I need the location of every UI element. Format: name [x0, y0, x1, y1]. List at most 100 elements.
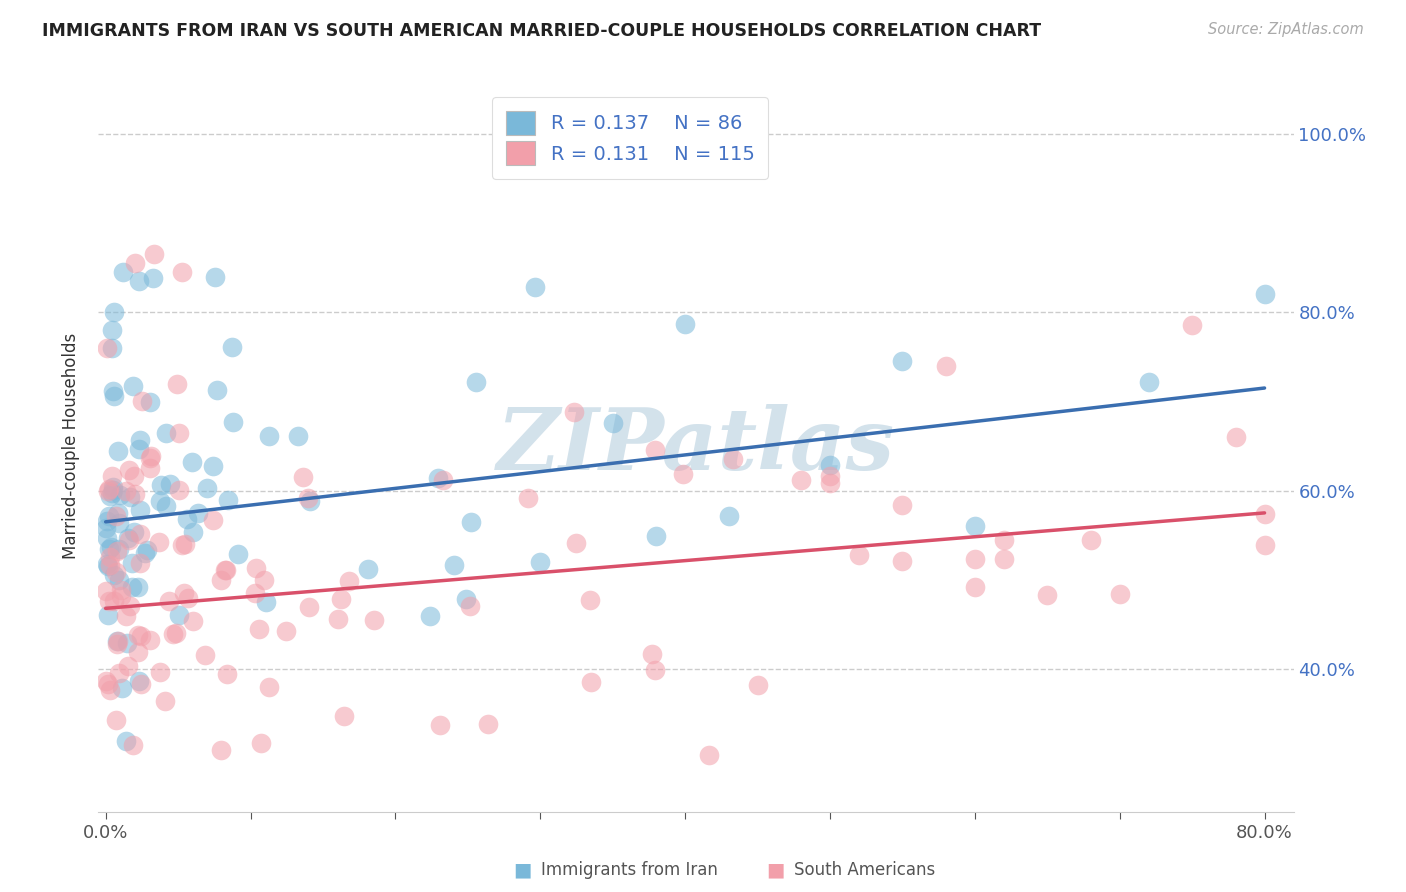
Point: [993, 533, 1015, 547]
Point: [103, 568, 125, 582]
Point: [721, 452, 744, 467]
Point: [717, 509, 740, 524]
Point: [419, 608, 441, 623]
Point: [747, 678, 769, 692]
Point: [195, 481, 218, 495]
Point: [172, 537, 194, 551]
Point: [111, 265, 134, 279]
Point: [292, 470, 315, 484]
Point: [101, 483, 124, 498]
Point: [131, 394, 153, 409]
Point: [194, 648, 217, 662]
Point: [963, 518, 986, 533]
Point: [96, 677, 118, 691]
Point: [221, 415, 243, 429]
Point: [107, 506, 129, 520]
Point: [176, 512, 198, 526]
Point: [337, 574, 360, 588]
Text: ■: ■: [766, 860, 785, 880]
Point: [602, 416, 624, 430]
Point: [97, 559, 120, 574]
Point: [564, 535, 586, 549]
Point: [138, 450, 160, 465]
Point: [247, 622, 270, 636]
Point: [110, 590, 132, 604]
Point: [253, 573, 276, 587]
Point: [155, 694, 177, 708]
Point: [96, 531, 118, 545]
Point: [120, 599, 142, 614]
Point: [254, 595, 277, 609]
Point: [204, 269, 226, 284]
Point: [143, 247, 166, 261]
Point: [128, 442, 150, 457]
Point: [1137, 375, 1160, 389]
Point: [645, 529, 668, 543]
Point: [129, 676, 152, 690]
Point: [149, 493, 172, 508]
Point: [429, 718, 451, 732]
Point: [115, 608, 138, 623]
Point: [297, 491, 319, 505]
Point: [97, 483, 120, 498]
Point: [274, 624, 297, 638]
Point: [173, 586, 195, 600]
Legend: R = 0.137    N = 86, R = 0.131    N = 115: R = 0.137 N = 86, R = 0.131 N = 115: [492, 97, 768, 178]
Point: [129, 503, 152, 517]
Point: [108, 573, 131, 587]
Point: [150, 478, 173, 492]
Point: [110, 582, 132, 597]
Point: [891, 354, 914, 368]
Point: [127, 645, 149, 659]
Point: [697, 747, 720, 762]
Point: [128, 434, 150, 448]
Point: [454, 592, 477, 607]
Point: [134, 546, 156, 560]
Point: [249, 737, 271, 751]
Point: [963, 552, 986, 566]
Point: [105, 713, 128, 727]
Point: [142, 271, 165, 285]
Point: [127, 580, 149, 594]
Point: [330, 592, 353, 607]
Point: [139, 394, 162, 409]
Point: [181, 614, 204, 628]
Point: [159, 594, 181, 608]
Point: [103, 389, 125, 403]
Point: [524, 279, 547, 293]
Point: [128, 274, 150, 288]
Point: [98, 558, 121, 572]
Point: [177, 591, 200, 605]
Point: [108, 488, 131, 502]
Point: [443, 558, 465, 573]
Point: [165, 625, 187, 640]
Point: [1036, 588, 1059, 602]
Point: [187, 507, 209, 521]
Point: [118, 533, 141, 547]
Point: [215, 563, 238, 577]
Point: [121, 379, 143, 393]
Point: [162, 626, 184, 640]
Point: [891, 554, 914, 568]
Point: [963, 580, 986, 594]
Point: [848, 548, 870, 562]
Point: [427, 470, 450, 484]
Point: [297, 600, 319, 615]
Point: [115, 636, 138, 650]
Point: [209, 573, 232, 587]
Point: [101, 468, 124, 483]
Point: [129, 629, 152, 643]
Point: [124, 525, 146, 540]
Point: [96, 341, 118, 355]
Point: [529, 555, 551, 569]
Point: [818, 469, 841, 483]
Text: IMMIGRANTS FROM IRAN VS SOUTH AMERICAN MARRIED-COUPLE HOUSEHOLDS CORRELATION CHA: IMMIGRANTS FROM IRAN VS SOUTH AMERICAN M…: [42, 22, 1042, 40]
Point: [98, 549, 121, 564]
Point: [818, 475, 841, 490]
Point: [129, 527, 152, 541]
Point: [94, 583, 117, 598]
Point: [1253, 538, 1275, 552]
Point: [100, 540, 122, 554]
Point: [1108, 587, 1130, 601]
Point: [101, 323, 124, 337]
